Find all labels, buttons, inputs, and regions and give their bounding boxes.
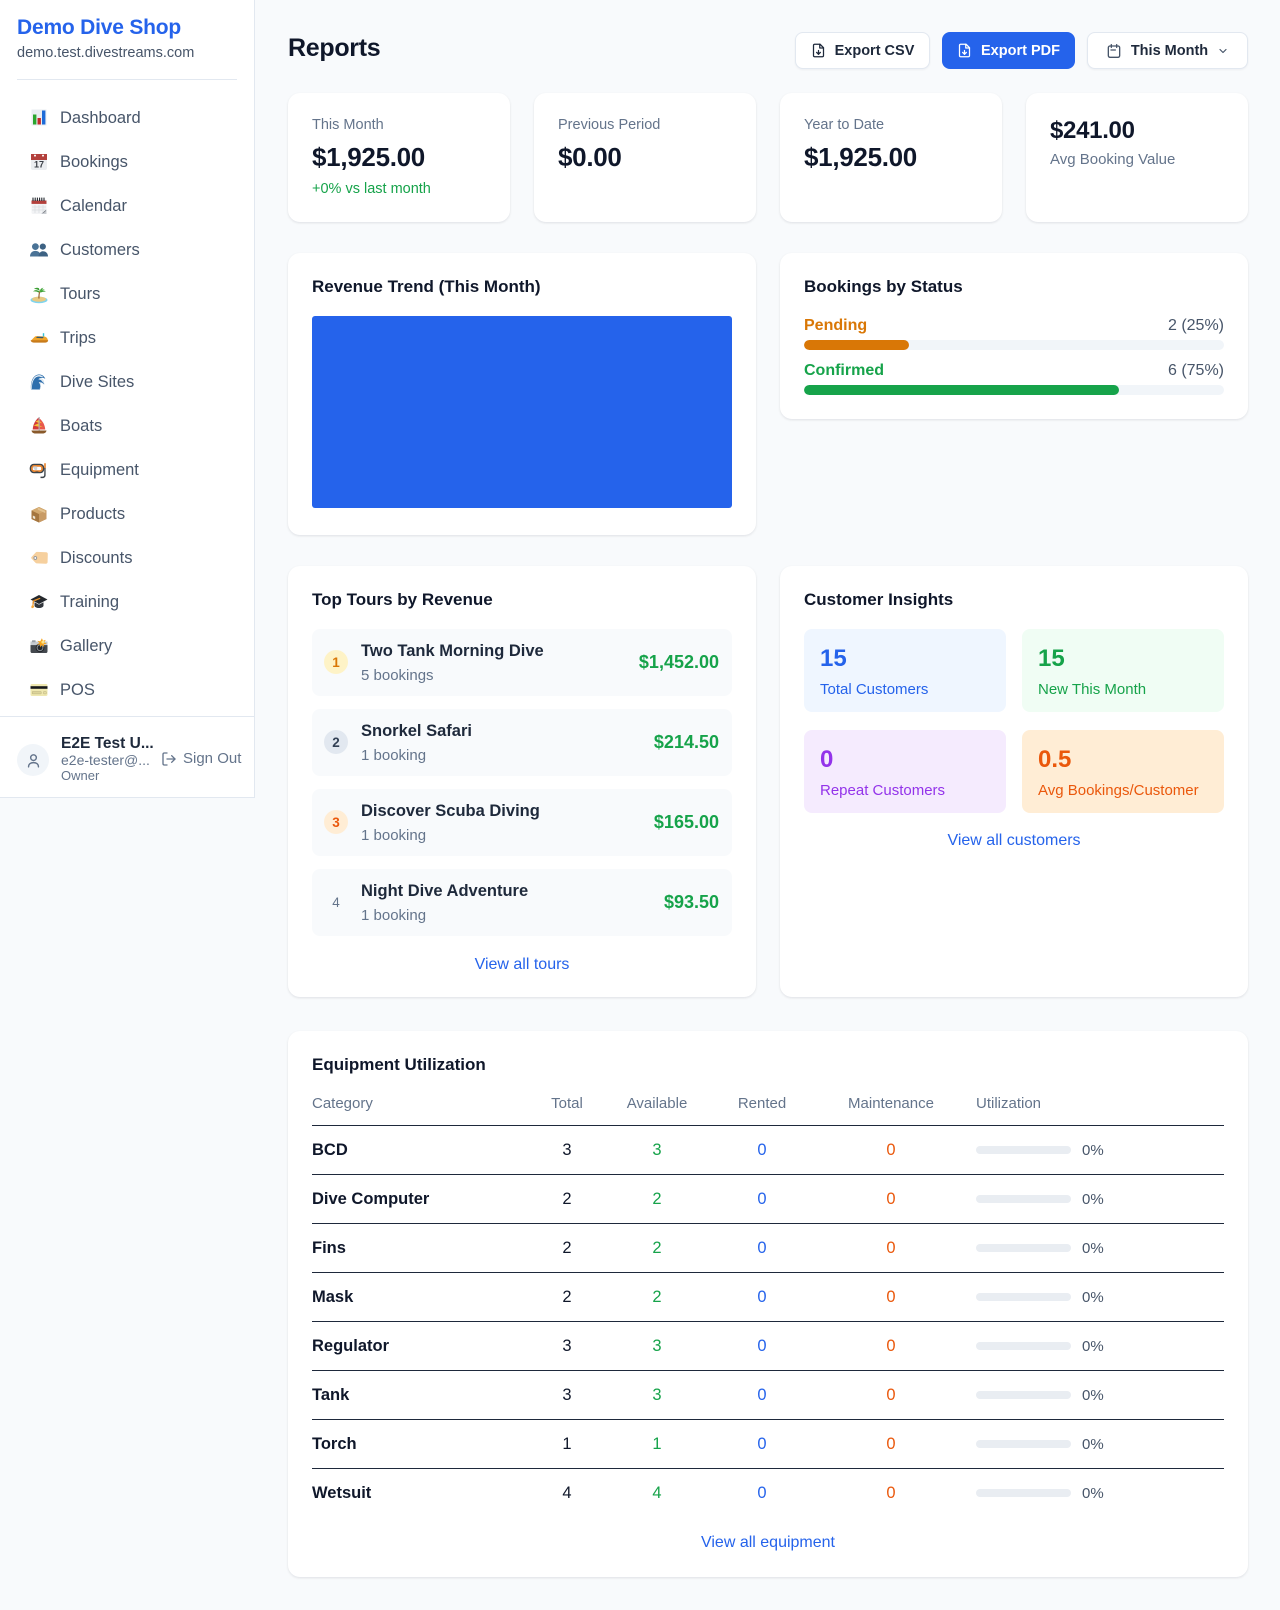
svg-text:17: 17 [34, 160, 44, 170]
